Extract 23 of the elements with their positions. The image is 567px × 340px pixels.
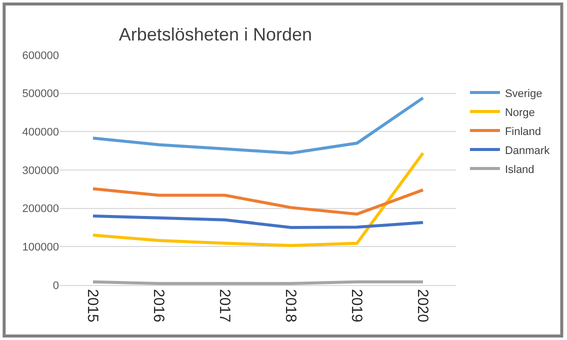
x-tick-label: 2017 [216,289,234,322]
y-tick-label: 300000 [22,164,59,177]
line-series [92,96,424,155]
legend-label: Norge [504,106,535,119]
x-tick-label: 2015 [84,289,102,322]
chart-title: Arbetslösheten i Norden [118,24,312,44]
y-tick-label: 0 [52,280,59,292]
x-tick-label: 2018 [282,289,300,322]
legend-label: Finland [504,126,542,138]
y-tick-label: 500000 [22,88,59,100]
x-tick-label: 2019 [348,289,366,322]
x-tick-label: 2016 [150,289,168,322]
legend-label: Sverige [504,88,542,100]
line-series [92,187,424,216]
legend-label: Danmark [504,144,550,157]
y-tick-label: 100000 [22,242,59,254]
x-tick-label: 2020 [414,289,432,322]
y-tick-label: 400000 [22,126,59,139]
y-tick-label: 200000 [22,203,59,216]
legend-label: Island [504,164,534,176]
line-series [92,152,424,248]
y-tick-label: 600000 [22,50,59,62]
line-series [92,214,424,229]
